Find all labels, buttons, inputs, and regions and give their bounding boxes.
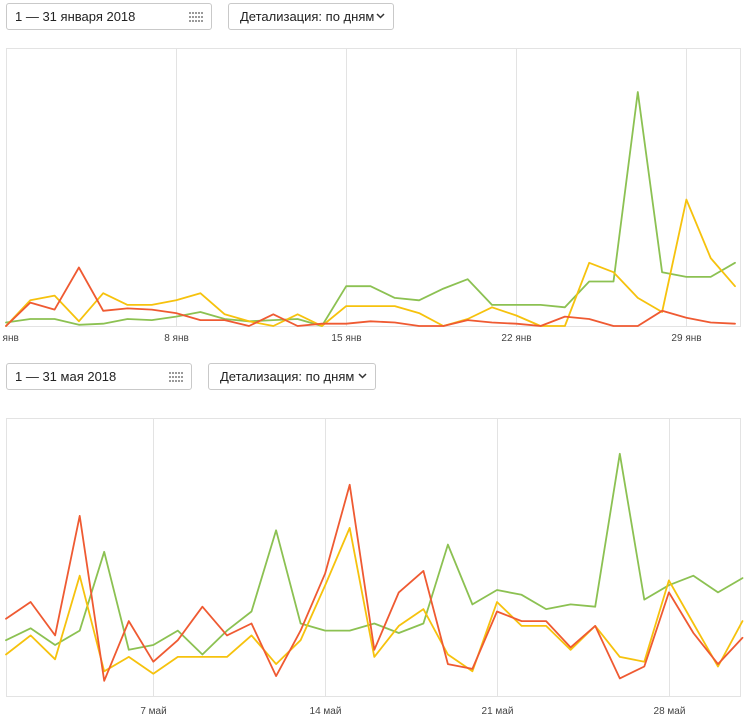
x-tick-label: 14 май — [310, 706, 342, 717]
detail-value: по дням — [305, 369, 355, 384]
detail-select-2[interactable]: Детализация: по дням — [208, 363, 376, 390]
x-tick-label: 8 янв — [164, 333, 189, 344]
x-tick-label: 21 май — [482, 706, 514, 717]
series-line-red — [5, 483, 744, 682]
detail-value: по дням — [325, 9, 375, 24]
plot-frame — [6, 48, 741, 327]
date-range-text: 1 — 31 мая 2018 — [15, 369, 117, 384]
x-tick-label: 15 янв — [331, 333, 361, 344]
line-chart-may: 7 май 14 май 21 май 28 май — [5, 418, 744, 717]
calendar-icon[interactable] — [169, 372, 184, 382]
x-tick-label: 29 янв — [671, 333, 701, 344]
calendar-icon[interactable] — [189, 12, 204, 22]
series-line-green — [5, 91, 736, 327]
series-line-yellow — [5, 198, 736, 327]
date-range-text: 1 — 31 января 2018 — [15, 9, 136, 24]
plot-frame — [6, 418, 741, 697]
date-range-input-1[interactable]: 1 — 31 января 2018 — [6, 3, 212, 30]
line-chart-january: 1 янв 8 янв 15 янв 22 янв 29 янв — [0, 48, 741, 344]
detail-prefix: Детализация: — [240, 9, 323, 24]
chevron-down-icon — [376, 13, 385, 19]
series-line-yellow — [5, 527, 744, 675]
x-tick-label: 22 янв — [501, 333, 531, 344]
series-line-green — [5, 452, 744, 656]
detail-select-1[interactable]: Детализация: по дням — [228, 3, 394, 30]
series-line-red — [5, 266, 736, 327]
x-tick-label: 1 янв — [0, 333, 19, 344]
date-range-input-2[interactable]: 1 — 31 мая 2018 — [6, 363, 192, 390]
detail-prefix: Детализация: — [220, 369, 303, 384]
chevron-down-icon — [358, 373, 367, 379]
x-tick-label: 28 май — [654, 706, 686, 717]
x-tick-label: 7 май — [140, 706, 166, 717]
